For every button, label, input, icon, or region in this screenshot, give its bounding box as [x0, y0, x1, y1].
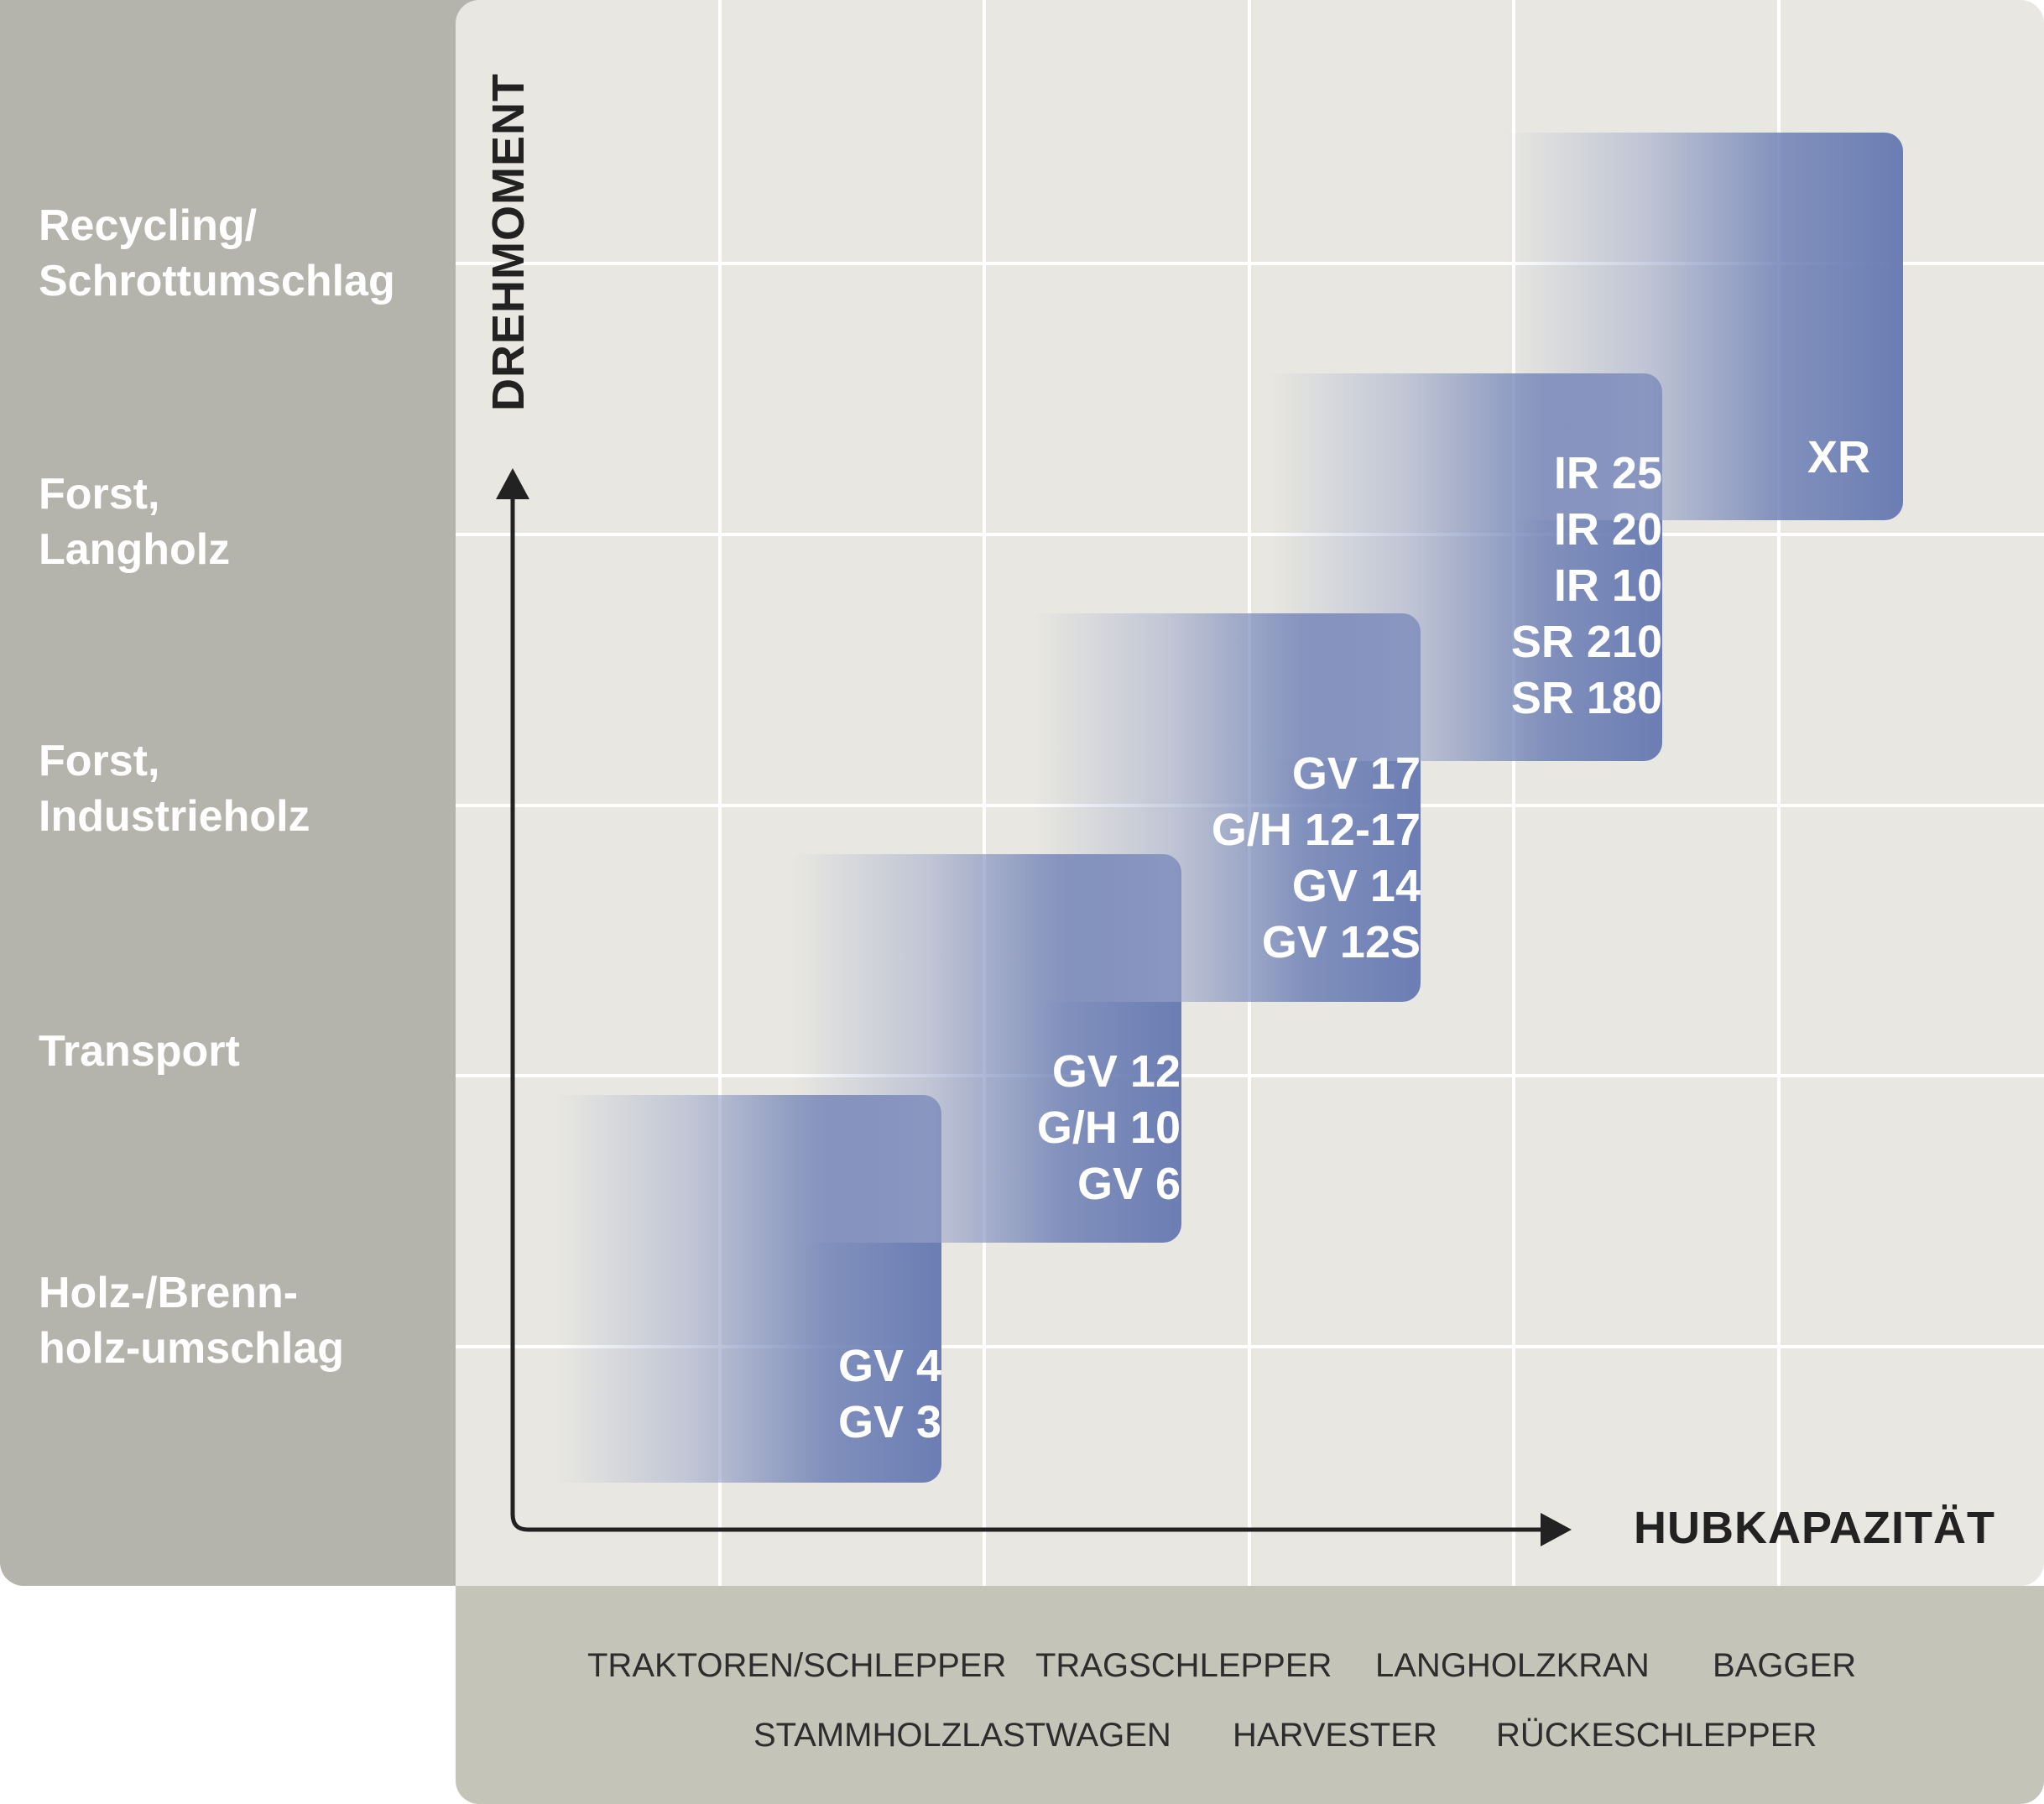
product-box-5	[1504, 133, 1903, 520]
x-axis-label: HUBKAPAZITÄT	[1634, 1503, 1995, 1553]
category-panel: Recycling/ Schrottumschlag Forst, Langho…	[0, 0, 503, 1586]
model-label: GV 6	[1077, 1159, 1181, 1209]
product-group-2: GV 12 G/H 10 GV 6	[1037, 1044, 1181, 1212]
y-axis-arrow	[496, 468, 529, 499]
category-transport: Transport	[39, 1027, 240, 1076]
model-label: XR	[1807, 432, 1870, 482]
product-group-3: GV 17 G/H 12-17 GV 14 GV 12S	[1212, 746, 1421, 971]
category-forst-langholz: Forst, Langholz	[39, 470, 231, 574]
category-holz-brennholz: Holz-/Brenn- holz-umschlag	[39, 1269, 345, 1373]
product-group-5: XR	[1807, 430, 1870, 486]
model-label: GV 17	[1291, 748, 1421, 799]
model-label: G/H 10	[1036, 1103, 1181, 1153]
machine-label: TRAKTOREN/SCHLEPPER	[587, 1647, 1007, 1684]
chart-area: GV 4 GV 3 GV 12 G/H 10 GV 6 GV 17 G/H 12…	[456, 0, 2044, 1586]
model-label: GV 4	[837, 1341, 941, 1391]
machine-label: BAGGER	[1713, 1647, 1857, 1684]
model-label: GV 14	[1291, 861, 1421, 911]
x-axis-arrow	[1541, 1513, 1572, 1546]
product-group-1: GV 4 GV 3	[838, 1338, 941, 1451]
model-label: GV 12	[1051, 1046, 1181, 1097]
model-label: GV 12S	[1261, 917, 1421, 967]
machine-label: TRAGSCHLEPPER	[1035, 1647, 1332, 1684]
axes	[496, 468, 1572, 1546]
category-recycling: Recycling/ Schrottumschlag	[39, 201, 395, 305]
model-label: SR 180	[1510, 673, 1662, 723]
category-forst-industrieholz: Forst, Industrieholz	[39, 737, 310, 841]
machine-label: STAMMHOLZLASTWAGEN	[753, 1717, 1171, 1754]
product-group-4: IR 25 IR 20 IR 10 SR 210 SR 180	[1511, 446, 1662, 727]
machine-label: HARVESTER	[1233, 1717, 1437, 1754]
y-axis-label: DREHMOMENT	[483, 73, 534, 411]
machine-types-panel: TRAKTOREN/SCHLEPPER TRAGSCHLEPPER LANGHO…	[456, 1586, 2044, 1804]
axis-lines	[510, 491, 1546, 1532]
model-label: GV 3	[837, 1397, 941, 1447]
model-label: SR 210	[1510, 617, 1662, 667]
model-label: G/H 12-17	[1211, 805, 1421, 855]
model-label: IR 25	[1553, 448, 1662, 498]
model-label: IR 10	[1553, 560, 1662, 611]
machine-label: RÜCKESCHLEPPER	[1496, 1717, 1817, 1754]
model-label: IR 20	[1553, 504, 1662, 555]
machine-label: LANGHOLZKRAN	[1375, 1647, 1650, 1684]
